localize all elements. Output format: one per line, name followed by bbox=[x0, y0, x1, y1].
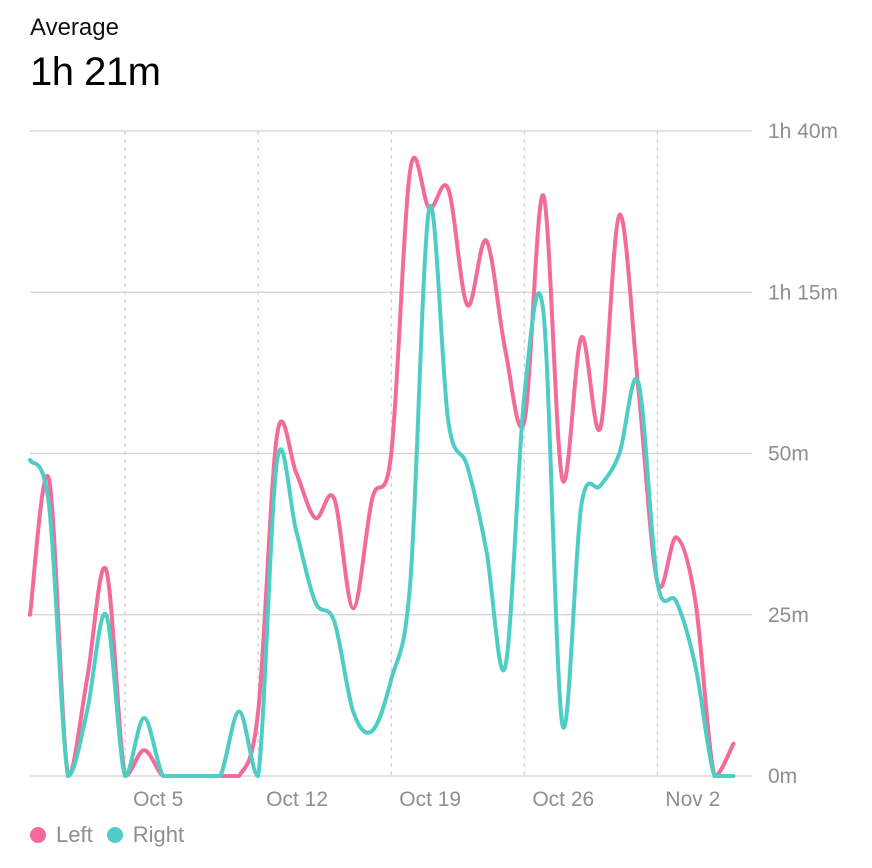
x-tick-label: Oct 19 bbox=[399, 788, 461, 811]
legend-label-left: Left bbox=[56, 822, 93, 847]
legend-item-right: Right bbox=[106, 822, 185, 848]
y-tick-label: 0m bbox=[768, 765, 797, 788]
y-axis-tick-labels: 0m 25m 50m 1h 15m 1h 40m bbox=[768, 120, 838, 788]
legend-item-left: Left bbox=[30, 822, 93, 848]
y-tick-label: 25m bbox=[768, 604, 809, 627]
legend-label-right: Right bbox=[132, 822, 185, 847]
series-line-right bbox=[28, 203, 736, 778]
x-tick-label: Nov 2 bbox=[665, 788, 720, 811]
series-line-left bbox=[28, 156, 736, 778]
y-tick-label: 50m bbox=[768, 443, 809, 466]
legend-dot-left bbox=[30, 827, 46, 843]
x-tick-label: Oct 26 bbox=[532, 788, 594, 811]
y-tick-label: 1h 15m bbox=[768, 281, 838, 304]
series-lines bbox=[28, 156, 736, 778]
x-tick-label: Oct 12 bbox=[266, 788, 328, 811]
average-label: Average bbox=[30, 14, 119, 41]
x-axis-tick-labels: Oct 5 Oct 12 Oct 19 Oct 26 Nov 2 bbox=[133, 788, 720, 811]
average-value: 1h 21m bbox=[30, 50, 161, 94]
legend: Left Right bbox=[30, 822, 198, 848]
y-tick-label: 1h 40m bbox=[768, 120, 838, 143]
legend-dot-right bbox=[106, 827, 123, 843]
x-tick-label: Oct 5 bbox=[133, 788, 183, 811]
